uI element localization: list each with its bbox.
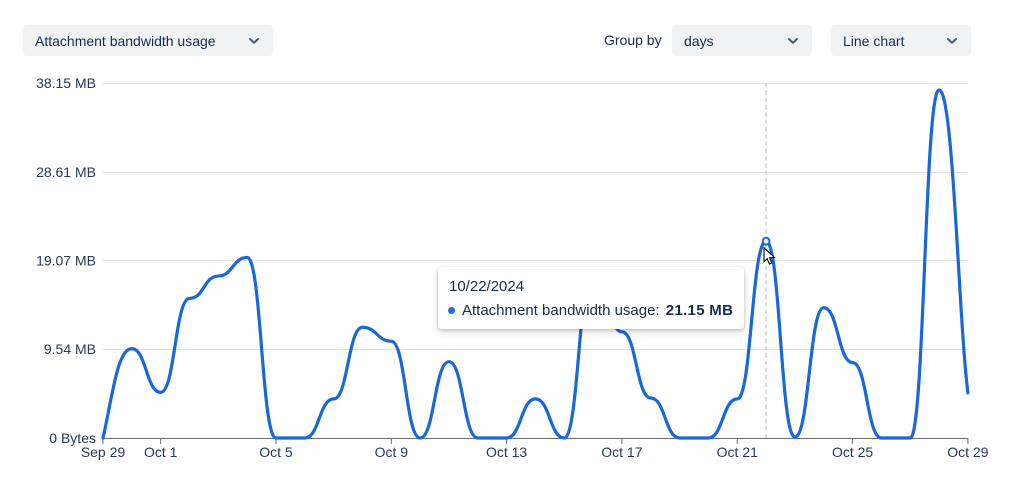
- svg-text:28.61 MB: 28.61 MB: [36, 164, 96, 180]
- svg-text:Sep 29: Sep 29: [81, 444, 126, 460]
- svg-text:Oct 5: Oct 5: [259, 444, 293, 460]
- svg-text:Oct 17: Oct 17: [601, 444, 642, 460]
- svg-text:Oct 29: Oct 29: [947, 444, 988, 460]
- svg-text:9.54 MB: 9.54 MB: [44, 341, 96, 357]
- svg-text:19.07 MB: 19.07 MB: [36, 253, 96, 269]
- svg-text:Oct 9: Oct 9: [375, 444, 409, 460]
- svg-text:Oct 21: Oct 21: [717, 444, 758, 460]
- svg-text:Oct 13: Oct 13: [486, 444, 527, 460]
- svg-text:0 Bytes: 0 Bytes: [49, 430, 96, 446]
- svg-text:Oct 25: Oct 25: [832, 444, 873, 460]
- svg-text:38.15 MB: 38.15 MB: [36, 75, 96, 91]
- svg-text:Oct 1: Oct 1: [144, 444, 178, 460]
